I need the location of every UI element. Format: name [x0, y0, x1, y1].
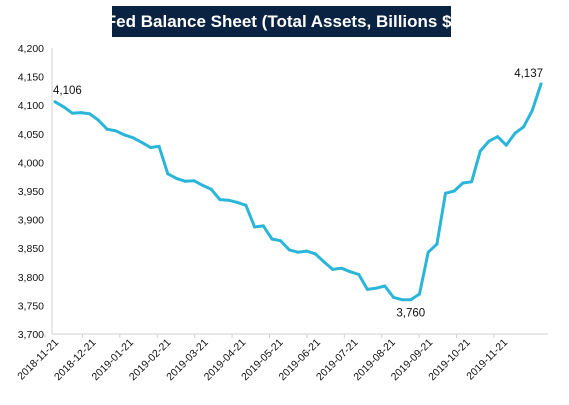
data-point — [435, 242, 439, 246]
data-points — [53, 82, 543, 302]
data-point — [357, 273, 361, 276]
data-point — [131, 136, 135, 140]
data-point — [383, 284, 387, 288]
y-tick-label: 4,200 — [18, 43, 44, 55]
data-point — [496, 135, 500, 139]
data-point — [105, 127, 109, 131]
data-point — [227, 198, 231, 202]
x-axis-ticks: 2018-11-212018-12-212019-01-212019-02-21… — [15, 334, 510, 383]
data-point — [418, 292, 421, 296]
data-point — [96, 118, 100, 122]
data-point — [339, 266, 343, 270]
data-point — [88, 112, 92, 116]
y-tick-label: 4,000 — [18, 157, 44, 169]
data-point — [313, 252, 317, 256]
data-point — [201, 183, 204, 187]
data-point — [296, 250, 300, 254]
data-point — [487, 139, 491, 143]
data-point — [513, 131, 517, 135]
data-point — [166, 172, 170, 176]
data-label: 3,760 — [396, 308, 425, 320]
data-point — [348, 270, 352, 274]
data-point — [522, 125, 526, 129]
data-point — [79, 111, 83, 115]
data-point — [140, 140, 144, 144]
data-point — [183, 179, 187, 183]
data-point — [209, 187, 213, 191]
data-point — [374, 286, 378, 290]
data-point — [287, 248, 291, 252]
data-point — [470, 180, 474, 184]
chart-title: Fed Balance Sheet (Total Assets, Billion… — [106, 6, 457, 37]
data-point — [478, 149, 482, 153]
data-point — [253, 225, 257, 229]
data-point — [261, 224, 265, 228]
data-point — [279, 239, 283, 243]
data-point — [426, 250, 430, 254]
data-point — [270, 237, 274, 241]
data-point — [530, 108, 534, 112]
data-point — [149, 146, 152, 149]
data-point — [235, 200, 239, 204]
data-point — [322, 260, 326, 264]
data-point — [452, 189, 456, 193]
data-point — [504, 143, 508, 147]
data-point — [62, 105, 66, 109]
data-point — [392, 295, 395, 299]
data-point — [244, 203, 248, 207]
data-point — [409, 298, 413, 302]
data-point — [192, 179, 196, 183]
y-tick-label: 3,900 — [18, 215, 44, 227]
series-line — [53, 82, 543, 302]
y-tick-label: 4,050 — [18, 129, 44, 141]
data-point — [122, 133, 126, 137]
y-tick-label: 4,150 — [18, 72, 44, 84]
data-point — [218, 198, 222, 202]
data-point — [461, 181, 465, 185]
data-label: 4,137 — [514, 68, 543, 80]
y-tick-label: 3,700 — [18, 329, 44, 341]
data-point — [53, 100, 57, 104]
data-point — [157, 144, 161, 148]
data-point — [114, 129, 118, 133]
data-point — [70, 111, 74, 115]
y-tick-label: 3,850 — [18, 243, 44, 255]
data-label: 4,106 — [53, 85, 82, 97]
y-tick-label: 3,800 — [18, 272, 44, 284]
data-point — [539, 82, 543, 86]
data-point — [365, 287, 369, 291]
data-point — [331, 267, 335, 271]
data-point — [175, 176, 178, 180]
y-axis-ticks: 3,700 3,750 3,800 3,850 3,900 3,950 4,000 4,050… — [18, 43, 44, 341]
data-point — [305, 249, 309, 253]
x-tick-label: 2019-11-21 — [464, 337, 510, 383]
data-point — [400, 298, 404, 302]
y-tick-label: 3,950 — [18, 186, 44, 198]
data-point — [444, 191, 447, 195]
y-tick-label: 4,100 — [18, 100, 44, 112]
data-labels: 4,106 3,760 4,137 — [53, 68, 543, 320]
y-tick-label: 3,750 — [18, 300, 44, 312]
